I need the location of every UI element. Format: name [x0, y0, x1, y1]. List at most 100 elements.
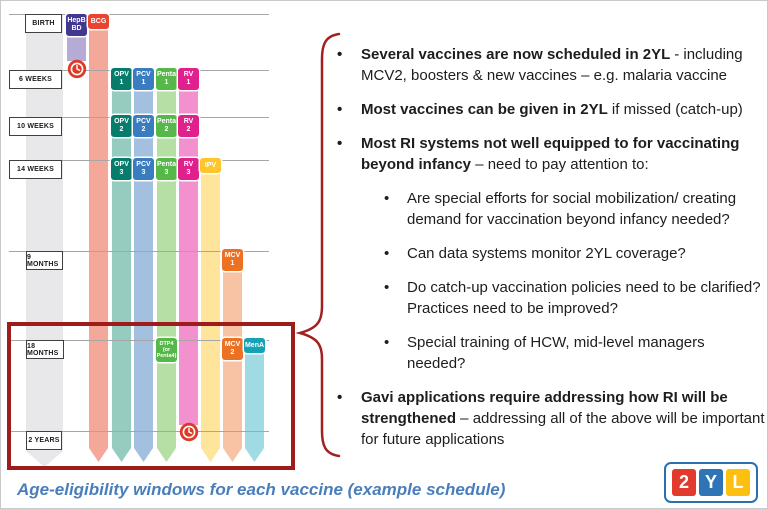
- badge-line: 2: [141, 126, 146, 133]
- vaccine-badge-penta-1: Penta 1: [156, 68, 177, 90]
- badge-line: MCV: [224, 252, 241, 260]
- bullet-text-regular: – addressing all of the above will be im…: [361, 410, 765, 448]
- bullet-marker: •: [384, 245, 390, 262]
- sub-bullet-item: • Do catch-up vaccination policies need t…: [331, 277, 767, 319]
- badge-line: RV: [183, 118, 194, 126]
- vaccine-badge-pcv-2: PCV 2: [133, 115, 154, 137]
- bullet-item: • Most vaccines can be given in 2YL if mi…: [331, 99, 767, 120]
- bullet-text: Can data systems monitor 2YL coverage?: [407, 243, 686, 264]
- vaccine-bar-ipv: [201, 160, 220, 448]
- vaccine-badge-hepb-bd-0: HepB BD: [66, 14, 87, 36]
- vaccine-badge-penta-5: DTP4 (or Penta4): [156, 338, 177, 362]
- age-label-2: 10 WEEKS: [9, 117, 62, 136]
- age-label-1: 6 WEEKS: [9, 70, 62, 89]
- vaccine-bar-mena: [245, 340, 264, 448]
- bullet-text-regular: – need to pay attention to:: [471, 156, 649, 173]
- clock-icon-hepb-bd: [67, 59, 87, 79]
- badge-line: 2: [230, 349, 235, 356]
- bullet-text-bold: Several vaccines are now scheduled in 2Y…: [361, 46, 675, 63]
- vaccine-bar-bcg: [89, 14, 108, 448]
- schedule-chart: BIRTH 6 WEEKS 10 WEEKS 14 WEEKS 9 MONTHS 18 M…: [1, 1, 321, 508]
- badge-line: Penta: [156, 71, 177, 79]
- badge-line: Penta4): [156, 353, 177, 360]
- vaccine-badge-opv-2: OPV 2: [111, 115, 132, 137]
- age-label-4: 9 MONTHS: [26, 251, 63, 270]
- badge-line: 3: [186, 169, 191, 176]
- vaccine-badge-rv-2: RV 2: [178, 115, 199, 137]
- vaccine-badge-bcg-0: BCG: [88, 14, 109, 29]
- age-label-6: 2 YEARS: [26, 431, 62, 450]
- badge-line: BD: [71, 25, 82, 32]
- bullet-item: • Most RI systems not well equipped to fo…: [331, 133, 767, 175]
- vaccine-badge-ipv-3: IPV: [200, 158, 221, 173]
- bullet-text-bold: Gavi applications require addressing how…: [361, 389, 728, 427]
- badge-line: RV: [183, 71, 194, 79]
- vaccine-badge-rv-3: RV 3: [178, 158, 199, 180]
- badge-line: 3: [164, 169, 169, 176]
- bullet-marker: •: [337, 389, 343, 406]
- badge-line: 2: [119, 126, 124, 133]
- badge-line: 1: [141, 79, 146, 86]
- badge-line: IPV: [204, 161, 217, 169]
- badge-line: PCV: [136, 118, 151, 126]
- vaccine-badge-mcv-4: MCV 1: [222, 249, 243, 271]
- age-gridline-5: [9, 340, 269, 341]
- badge-line: PCV: [136, 71, 151, 79]
- bullet-text: Most vaccines can be given in 2YL if mis…: [361, 99, 743, 120]
- badge-line: Penta: [156, 118, 177, 126]
- badge-line: HepB: [67, 17, 86, 25]
- vaccine-badge-mcv-5: MCV 2: [222, 338, 243, 360]
- badge-line: 1: [119, 79, 124, 86]
- bullet-item: • Several vaccines are now scheduled in 2…: [331, 44, 767, 86]
- logo-tile-Y: Y: [699, 469, 723, 496]
- bullet-list: • Several vaccines are now scheduled in 2…: [331, 44, 767, 463]
- vaccine-badge-mena-5: MenA: [244, 338, 265, 353]
- bullet-marker: •: [337, 101, 343, 118]
- bullet-text-regular: - including MCV2, boosters & new vaccine…: [361, 46, 743, 84]
- badge-line: 3: [141, 169, 146, 176]
- bullet-text-regular: if missed (catch-up): [607, 101, 743, 118]
- bullet-text: Do catch-up vaccination policies need to…: [407, 277, 767, 319]
- bullet-text: Most RI systems not well equipped to for…: [361, 133, 767, 175]
- bullet-text-regular: Special training of HCW, mid-level manag…: [407, 334, 705, 372]
- bullet-marker: •: [384, 190, 390, 207]
- age-gridline-6: [9, 431, 269, 432]
- sub-bullet-item: • Special training of HCW, mid-level mana…: [331, 332, 767, 374]
- badge-line: (or: [162, 346, 171, 353]
- bullet-marker: •: [337, 135, 343, 152]
- badge-line: OPV: [114, 118, 129, 126]
- badge-line: PCV: [136, 161, 151, 169]
- highlight-rectangle-2yl-window: [7, 322, 295, 470]
- bullet-text-regular: Do catch-up vaccination policies need to…: [407, 279, 761, 317]
- bullet-marker: •: [384, 334, 390, 351]
- bullet-text-regular: Can data systems monitor 2YL coverage?: [407, 245, 686, 262]
- badge-line: 1: [164, 79, 169, 86]
- bullet-text: Special training of HCW, mid-level manag…: [407, 332, 767, 374]
- age-label-0: BIRTH: [25, 14, 62, 33]
- bullet-text: Gavi applications require addressing how…: [361, 387, 767, 450]
- bullet-marker: •: [337, 46, 343, 63]
- age-label-3: 14 WEEKS: [9, 160, 62, 179]
- vaccine-badge-penta-2: Penta 2: [156, 115, 177, 137]
- sub-bullet-item: • Can data systems monitor 2YL coverage?: [331, 243, 767, 264]
- vaccine-badge-pcv-1: PCV 1: [133, 68, 154, 90]
- badge-line: BCG: [90, 17, 107, 25]
- vaccine-badge-opv-1: OPV 1: [111, 68, 132, 90]
- badge-line: MenA: [244, 341, 265, 349]
- badge-line: MCV: [224, 341, 241, 349]
- sub-bullet-item: • Are special efforts for social mobiliza…: [331, 188, 767, 230]
- vaccine-badge-rv-1: RV 1: [178, 68, 199, 90]
- vaccine-badge-pcv-3: PCV 3: [133, 158, 154, 180]
- badge-line: OPV: [114, 71, 129, 79]
- vaccine-badge-opv-3: OPV 3: [111, 158, 132, 180]
- bullet-text-bold: Most vaccines can be given in 2YL: [361, 101, 608, 118]
- badge-line: 2: [164, 126, 169, 133]
- vaccine-badge-penta-3: Penta 3: [156, 158, 177, 180]
- badge-line: RV: [183, 161, 194, 169]
- badge-line: DTP4: [159, 340, 174, 347]
- badge-line: 1: [186, 79, 191, 86]
- bullet-text: Are special efforts for social mobilizat…: [407, 188, 767, 230]
- age-gridline-4: [9, 251, 269, 252]
- logo-tile-L: L: [726, 469, 750, 496]
